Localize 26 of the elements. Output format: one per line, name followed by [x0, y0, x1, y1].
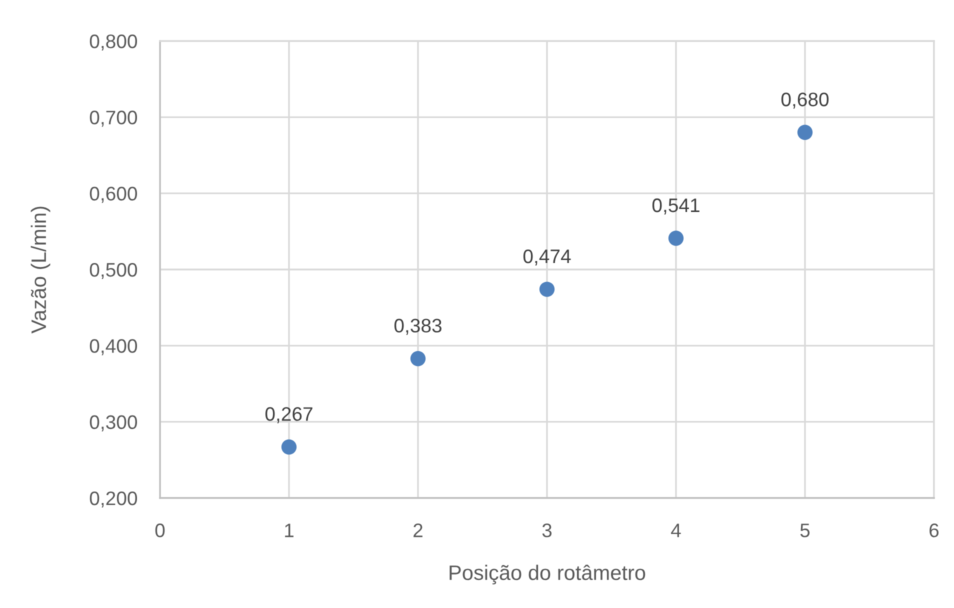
data-label: 0,474 — [523, 249, 571, 266]
x-tick-label: 4 — [671, 524, 681, 538]
y-tick-label: 0,700 — [90, 110, 138, 127]
x-tick-label: 5 — [800, 524, 810, 538]
y-tick-label: 0,400 — [90, 339, 138, 356]
point — [410, 351, 426, 366]
point — [539, 282, 555, 297]
point — [668, 230, 684, 246]
x-tick-label: 6 — [930, 524, 939, 538]
data-label: 0,383 — [394, 318, 442, 335]
x-axis-title: Posição do rotâmetro — [450, 564, 646, 584]
y-tick-label: 0,800 — [90, 34, 138, 51]
data-label: 0,541 — [652, 198, 700, 215]
data-label: 0,267 — [265, 407, 312, 424]
y-tick-label: 0,300 — [90, 415, 138, 432]
y-axis-title: Vazão (L/min) — [30, 206, 50, 334]
x-tick-label: 3 — [542, 524, 552, 538]
y-tick-label: 0,500 — [90, 262, 138, 280]
y-tick-label: 0,200 — [90, 491, 138, 508]
x-tick-label: 2 — [414, 524, 422, 538]
x-tick-label: 0 — [155, 524, 165, 538]
point — [797, 124, 813, 140]
data-label: 0,680 — [781, 92, 829, 109]
point — [281, 439, 297, 455]
x-tick-label: 1 — [285, 524, 294, 538]
y-tick-label: 0,600 — [90, 186, 138, 203]
